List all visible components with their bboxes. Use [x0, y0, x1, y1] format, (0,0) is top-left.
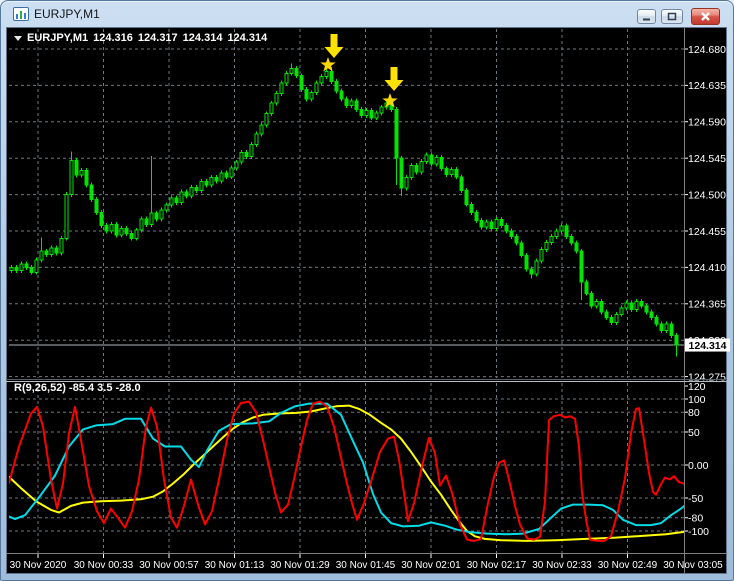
chart-window-icon	[13, 7, 29, 21]
header-close: 124.314	[227, 32, 268, 44]
svg-text:124.455: 124.455	[688, 226, 726, 238]
chart-background	[6, 27, 727, 574]
header-symbol: EURJPY,M1	[27, 32, 89, 44]
current-price-badge	[685, 338, 730, 352]
header-low: 124.314	[182, 32, 223, 44]
restore-button[interactable]	[661, 9, 683, 24]
svg-text:30 Nov 2020: 30 Nov 2020	[10, 560, 67, 571]
svg-text:120: 120	[688, 381, 706, 393]
window-title: EURJPY,M1	[34, 7, 100, 21]
svg-text:-50: -50	[688, 493, 703, 505]
svg-text:30 Nov 02:33: 30 Nov 02:33	[532, 560, 592, 571]
svg-text:30 Nov 02:49: 30 Nov 02:49	[598, 560, 658, 571]
svg-text:30 Nov 00:57: 30 Nov 00:57	[139, 560, 199, 571]
svg-text:30 Nov 02:17: 30 Nov 02:17	[467, 560, 527, 571]
svg-text:124.545: 124.545	[688, 153, 726, 165]
svg-text:30 Nov 01:45: 30 Nov 01:45	[336, 560, 396, 571]
svg-text:124.590: 124.590	[688, 117, 726, 129]
svg-text:30 Nov 03:05: 30 Nov 03:05	[663, 560, 723, 571]
svg-text:30 Nov 00:33: 30 Nov 00:33	[74, 560, 134, 571]
close-button[interactable]	[691, 8, 720, 25]
chevron-down-icon[interactable]	[14, 35, 22, 41]
svg-text:-80: -80	[688, 513, 703, 525]
svg-text:80: 80	[688, 407, 700, 419]
svg-text:100: 100	[688, 394, 706, 406]
svg-text:124.500: 124.500	[688, 189, 726, 201]
svg-text:50: 50	[688, 427, 700, 439]
svg-text:-100: -100	[688, 526, 709, 538]
svg-text:124.635: 124.635	[688, 80, 726, 92]
svg-text:124.680: 124.680	[688, 44, 726, 56]
title-bar[interactable]: EURJPY,M1	[1, 1, 733, 28]
restore-icon	[667, 12, 677, 21]
svg-text:30 Nov 02:01: 30 Nov 02:01	[401, 560, 461, 571]
svg-text:124.314: 124.314	[689, 340, 727, 352]
svg-text:30 Nov 01:13: 30 Nov 01:13	[205, 560, 265, 571]
svg-text:124.410: 124.410	[688, 262, 726, 274]
symbol-ohlc-header[interactable]: EURJPY,M1 124.316 124.317 124.314 124.31…	[14, 32, 272, 44]
svg-text:124.275: 124.275	[688, 371, 726, 383]
minimize-button[interactable]	[637, 9, 656, 24]
svg-text:30 Nov 01:29: 30 Nov 01:29	[270, 560, 330, 571]
minimize-icon	[643, 18, 650, 21]
header-open: 124.316	[93, 32, 133, 44]
close-icon	[701, 12, 710, 21]
svg-text:0.00: 0.00	[688, 460, 709, 472]
header-high: 124.317	[137, 32, 178, 44]
svg-text:124.365: 124.365	[688, 299, 726, 311]
indicator-label: R(9,26,52) -85.4 3.5 -28.0	[14, 382, 141, 394]
